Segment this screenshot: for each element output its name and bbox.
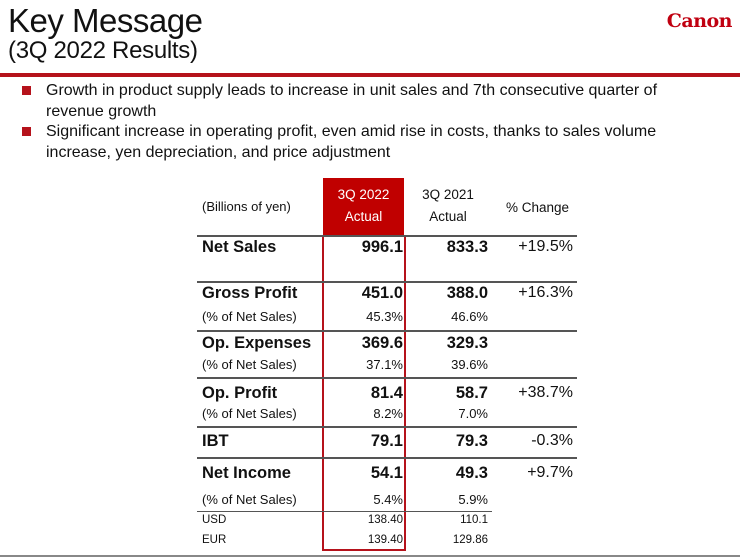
row-label-op-profit: Op. Profit xyxy=(202,384,278,402)
row-divider xyxy=(197,511,492,512)
page-title: Key Message xyxy=(8,2,203,39)
bullet-item: Significant increase in operating profit… xyxy=(22,121,712,163)
row-label-eur: EUR xyxy=(202,534,227,546)
square-bullet-icon xyxy=(22,127,31,136)
net-sales-change: +19.5% xyxy=(518,238,573,255)
row-divider xyxy=(197,281,577,283)
gross-margin-3q2022: 45.3% xyxy=(366,309,403,324)
net-income-3q2021: 49.3 xyxy=(455,464,488,482)
row-divider xyxy=(197,377,577,379)
gross-margin-3q2021: 46.6% xyxy=(451,309,488,324)
op-margin-3q2021: 7.0% xyxy=(458,406,488,421)
op-expenses-pct-3q2022: 37.1% xyxy=(366,357,403,372)
row-sublabel: (% of Net Sales) xyxy=(202,492,297,507)
gross-profit-change: +16.3% xyxy=(518,284,573,301)
row-label-gross-profit: Gross Profit xyxy=(202,284,298,302)
title-divider xyxy=(0,73,740,77)
net-sales-3q2021: 833.3 xyxy=(446,238,488,256)
net-income-change: +9.7% xyxy=(527,464,573,481)
row-label-net-sales: Net Sales xyxy=(202,238,277,256)
canon-logo: Canon xyxy=(666,10,733,32)
op-expenses-pct-3q2021: 39.6% xyxy=(451,357,488,372)
usd-3q2022: 138.40 xyxy=(367,514,403,526)
gross-profit-3q2021: 388.0 xyxy=(446,284,488,302)
col-header-3q2022: 3Q 2022 xyxy=(337,187,390,202)
col-header-3q2021: 3Q 2021 xyxy=(422,187,474,202)
square-bullet-icon xyxy=(22,86,31,95)
row-divider xyxy=(197,457,577,459)
net-margin-3q2021: 5.9% xyxy=(458,492,488,507)
row-divider xyxy=(197,330,577,332)
bullet-item: Growth in product supply leads to increa… xyxy=(22,80,712,122)
highlight-column-header xyxy=(323,178,404,235)
page-subtitle: (3Q 2022 Results) xyxy=(8,37,198,64)
op-profit-3q2021: 58.7 xyxy=(455,384,488,402)
net-sales-3q2022: 996.1 xyxy=(361,238,403,256)
footer-divider xyxy=(0,555,740,557)
row-label-op-expenses: Op. Expenses xyxy=(202,334,312,352)
gross-profit-3q2022: 451.0 xyxy=(361,284,403,302)
unit-label: (Billions of yen) xyxy=(202,199,291,214)
net-margin-3q2022: 5.4% xyxy=(373,492,403,507)
eur-3q2022: 139.40 xyxy=(367,534,403,546)
ibt-3q2022: 79.1 xyxy=(370,432,403,450)
op-expenses-3q2022: 369.6 xyxy=(361,334,403,352)
col-header-3q2022-sub: Actual xyxy=(344,209,383,224)
op-profit-3q2022: 81.4 xyxy=(370,384,403,402)
highlight-column-border xyxy=(322,235,406,551)
row-sublabel: (% of Net Sales) xyxy=(202,309,297,324)
usd-3q2021: 110.1 xyxy=(460,514,488,526)
row-sublabel: (% of Net Sales) xyxy=(202,357,297,372)
eur-3q2021: 129.86 xyxy=(452,534,488,546)
op-profit-change: +38.7% xyxy=(518,384,573,401)
row-sublabel: (% of Net Sales) xyxy=(202,406,297,421)
row-label-net-income: Net Income xyxy=(202,464,291,482)
net-income-3q2022: 54.1 xyxy=(370,464,403,482)
row-label-usd: USD xyxy=(202,514,227,526)
op-expenses-3q2021: 329.3 xyxy=(446,334,488,352)
row-divider xyxy=(197,235,577,237)
row-label-ibt: IBT xyxy=(202,432,229,450)
col-header-change: % Change xyxy=(505,200,570,215)
row-divider xyxy=(197,426,577,428)
ibt-3q2021: 79.3 xyxy=(455,432,488,450)
ibt-change: -0.3% xyxy=(531,432,573,449)
col-header-3q2021-sub: Actual xyxy=(429,209,467,224)
op-margin-3q2022: 8.2% xyxy=(373,406,403,421)
